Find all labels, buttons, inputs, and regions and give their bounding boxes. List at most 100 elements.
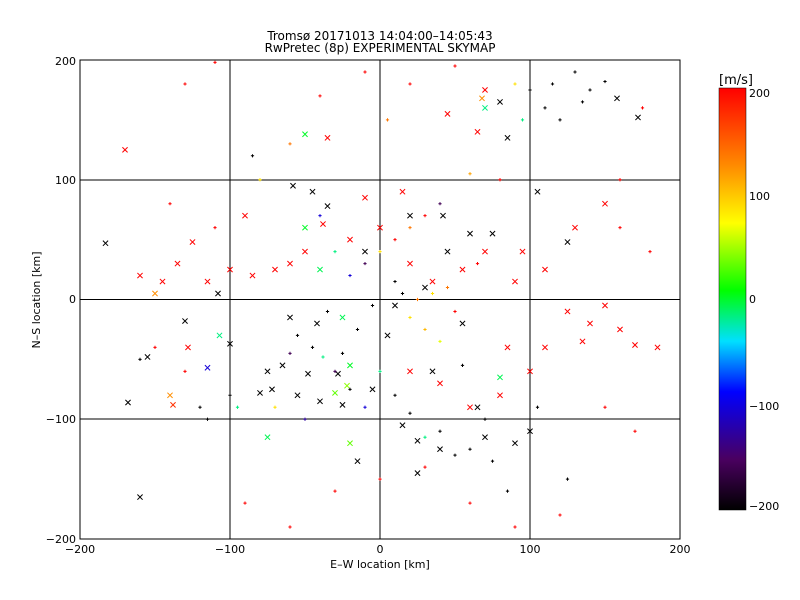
plus-marker-point: [648, 250, 652, 254]
plus-marker-point: [318, 94, 322, 98]
plus-marker-point: [348, 273, 352, 278]
plus-marker-point: [183, 82, 187, 86]
x-marker-point: [414, 470, 421, 477]
plus-marker-point: [423, 214, 427, 218]
plus-marker-point: [333, 250, 337, 254]
plus-marker-point: [490, 459, 495, 463]
x-marker-point: [602, 302, 608, 309]
x-marker-point: [429, 368, 436, 375]
plus-marker-point: [565, 477, 570, 481]
plus-marker-point: [295, 333, 300, 338]
plus-marker-point: [558, 118, 562, 122]
x-marker-point: [407, 260, 413, 267]
chart-subtitle: RwPretec (8p) EXPERIMENTAL SKYMAP: [265, 41, 496, 55]
x-marker-point: [344, 382, 350, 389]
x-marker-point: [362, 248, 368, 255]
x-marker-point: [302, 224, 308, 231]
x-marker-point: [519, 248, 526, 255]
plus-marker-point: [198, 405, 202, 409]
plus-marker-point: [138, 357, 142, 361]
x-marker-point: [459, 266, 466, 273]
x-marker-point: [444, 110, 451, 117]
plus-marker-point: [438, 202, 442, 206]
colorbar: [m/s] 200 100 0 −100 −200: [718, 73, 779, 513]
x-marker-point: [272, 266, 278, 273]
x-marker-point: [152, 290, 158, 297]
x-marker-point: [512, 278, 518, 285]
plus-marker-point: [363, 261, 367, 266]
x-marker-point: [354, 458, 361, 465]
x-marker-point: [287, 314, 293, 321]
plus-marker-point: [408, 315, 412, 320]
plus-marker-point: [408, 411, 412, 415]
plus-marker-point: [528, 88, 532, 92]
plus-marker-point: [588, 88, 592, 92]
y-tick-label: 100: [55, 174, 76, 187]
x-marker-point: [422, 284, 428, 291]
x-marker-point: [290, 182, 296, 189]
x-marker-point: [347, 362, 353, 369]
x-marker-point: [587, 320, 593, 327]
x-tick-labels: −200 −100 0 100 200: [65, 543, 691, 556]
plus-marker-point: [333, 489, 337, 493]
plus-marker-point: [321, 355, 325, 359]
plus-marker-point: [633, 429, 637, 433]
plus-marker-point: [603, 79, 607, 84]
x-marker-point: [527, 428, 533, 435]
x-marker-point: [227, 340, 233, 347]
x-marker-point: [617, 326, 623, 333]
x-marker-point: [474, 404, 481, 411]
plus-marker-point: [310, 345, 315, 349]
y-tick-label: 0: [69, 293, 76, 306]
x-tick-label: −100: [215, 543, 245, 556]
x-marker-point: [125, 399, 131, 406]
y-tick-labels: −200 −100 0 100 200: [46, 55, 76, 546]
x-marker-point: [437, 446, 443, 453]
plus-marker-point: [543, 106, 547, 110]
x-marker-point: [504, 134, 511, 141]
plus-marker-point: [453, 309, 457, 314]
x-marker-point: [287, 260, 293, 267]
x-marker-point: [264, 434, 271, 441]
x-marker-point: [392, 302, 398, 309]
x-marker-point: [534, 188, 541, 195]
chart-title: Tromsø 20171013 14:04:00–14:05:43: [266, 29, 492, 43]
plus-marker-point: [288, 351, 292, 355]
x-marker-point: [504, 344, 511, 351]
plus-marker-point: [340, 351, 345, 355]
x-marker-point: [467, 230, 473, 237]
colorbar-tick-label: −200: [749, 500, 779, 513]
colorbar-tick-label: 200: [749, 87, 770, 100]
x-marker-point: [335, 370, 341, 377]
x-marker-point: [479, 95, 485, 102]
plus-marker-point: [243, 501, 247, 505]
plus-marker-point: [468, 172, 472, 176]
plus-marker-point: [513, 82, 517, 86]
x-marker-point: [242, 212, 248, 219]
x-marker-point: [482, 434, 488, 441]
x-marker-point: [407, 368, 413, 375]
x-marker-point: [332, 389, 338, 396]
plus-marker-point: [460, 363, 465, 367]
x-marker-point: [407, 212, 413, 219]
plus-marker-point: [498, 178, 502, 182]
x-marker-point: [137, 494, 143, 501]
x-marker-point: [362, 194, 368, 201]
x-marker-point: [564, 239, 571, 245]
x-marker-point: [482, 86, 488, 93]
x-marker-point: [614, 95, 620, 102]
plus-marker-point: [475, 261, 480, 266]
plus-marker-point: [580, 100, 585, 104]
x-marker-point: [602, 200, 608, 207]
x-marker-point: [347, 236, 353, 243]
plus-marker-point: [213, 226, 217, 230]
x-marker-point: [527, 368, 533, 375]
plus-marker-point: [333, 369, 337, 373]
x-marker-point: [474, 128, 481, 135]
x-marker-point: [339, 314, 346, 321]
x-marker-point: [542, 344, 548, 351]
plus-marker-point: [505, 489, 510, 493]
plus-marker-point: [228, 393, 232, 397]
x-marker-point: [185, 344, 191, 351]
x-marker-point: [654, 344, 661, 351]
